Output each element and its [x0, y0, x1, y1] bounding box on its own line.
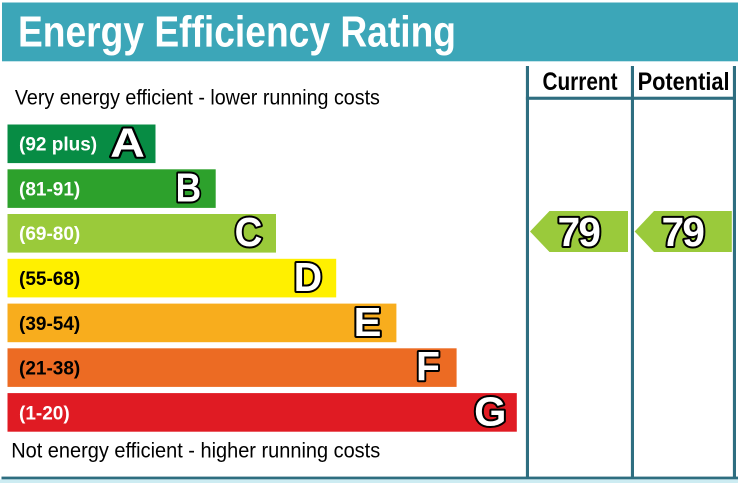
svg-text:D: D — [294, 254, 322, 300]
svg-text:(69-80): (69-80) — [19, 224, 80, 245]
svg-text:Energy Efficiency Rating: Energy Efficiency Rating — [18, 7, 456, 56]
svg-text:Potential: Potential — [638, 69, 730, 96]
svg-text:A: A — [110, 120, 145, 166]
svg-text:(81-91): (81-91) — [19, 180, 80, 201]
svg-text:Very energy efficient - lower: Very energy efficient - lower running co… — [15, 87, 380, 110]
svg-text:F: F — [416, 344, 440, 390]
svg-text:(21-38): (21-38) — [19, 359, 80, 380]
svg-text:(39-54): (39-54) — [19, 314, 80, 335]
svg-text:G: G — [474, 388, 506, 434]
svg-text:79: 79 — [558, 209, 601, 255]
svg-text:B: B — [176, 165, 202, 211]
svg-text:C: C — [235, 209, 263, 255]
svg-text:Not energy efficient - higher: Not energy efficient - higher running co… — [11, 440, 380, 463]
svg-text:79: 79 — [662, 209, 705, 255]
svg-text:Current: Current — [543, 69, 618, 96]
svg-text:(1-20): (1-20) — [19, 403, 70, 424]
svg-text:(92 plus): (92 plus) — [19, 135, 97, 156]
svg-text:(55-68): (55-68) — [19, 269, 80, 290]
svg-text:E: E — [354, 299, 382, 345]
